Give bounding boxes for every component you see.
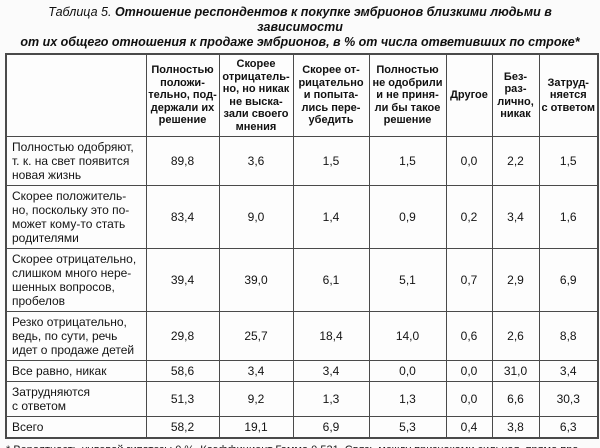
value-cell: 51,3 [145, 381, 220, 417]
column-header: Полностью положи- тельно, под- держали и… [145, 53, 220, 137]
corner-cell [5, 53, 147, 137]
value-cell: 3,4 [491, 185, 540, 249]
value-cell: 1,6 [538, 185, 599, 249]
value-cell: 0,4 [445, 416, 493, 439]
value-cell: 0,6 [445, 311, 493, 361]
row-label: Резко отрицательно, ведь, по сути, речь … [5, 311, 147, 361]
value-cell: 58,6 [145, 360, 220, 382]
value-cell: 9,2 [218, 381, 294, 417]
value-cell: 89,8 [145, 136, 220, 186]
header-row: Полностью положи- тельно, под- держали и… [5, 53, 599, 137]
value-cell: 6,3 [538, 416, 599, 439]
row-label: Всего [5, 416, 147, 439]
value-cell: 18,4 [292, 311, 370, 361]
value-cell: 1,3 [292, 381, 370, 417]
value-cell: 0,9 [368, 185, 447, 249]
value-cell: 6,1 [292, 248, 370, 312]
value-cell: 6,9 [292, 416, 370, 439]
table-row: Скорее положитель- но, поскольку это по-… [5, 185, 599, 249]
value-cell: 3,4 [292, 360, 370, 382]
value-cell: 9,0 [218, 185, 294, 249]
value-cell: 19,1 [218, 416, 294, 439]
value-cell: 2,6 [491, 311, 540, 361]
value-cell: 0,0 [445, 136, 493, 186]
value-cell: 0,0 [445, 360, 493, 382]
value-cell: 30,3 [538, 381, 599, 417]
table-row: Полностью одобряют, т. к. на свет появит… [5, 136, 599, 186]
value-cell: 1,3 [368, 381, 447, 417]
row-label: Затрудняются с ответом [5, 381, 147, 417]
value-cell: 39,0 [218, 248, 294, 312]
row-label: Скорее положитель- но, поскольку это по-… [5, 185, 147, 249]
table-row: Затрудняются с ответом 51,3 9,2 1,3 1,3 … [5, 381, 599, 417]
table-row: Все равно, никак 58,6 3,4 3,4 0,0 0,0 31… [5, 360, 599, 382]
value-cell: 1,5 [292, 136, 370, 186]
value-cell: 3,4 [538, 360, 599, 382]
column-header: Полностью не одобрили и не приня- ли бы … [368, 53, 447, 137]
value-cell: 1,4 [292, 185, 370, 249]
column-header: Затруд- няется с ответом [538, 53, 599, 137]
value-cell: 5,1 [368, 248, 447, 312]
value-cell: 1,5 [538, 136, 599, 186]
value-cell: 6,6 [491, 381, 540, 417]
table-number-label: Таблица 5. [48, 5, 112, 19]
value-cell: 6,9 [538, 248, 599, 312]
row-label: Полностью одобряют, т. к. на свет появит… [5, 136, 147, 186]
value-cell: 25,7 [218, 311, 294, 361]
value-cell: 39,4 [145, 248, 220, 312]
table-title-text: Отношение респондентов к покупке эмбрион… [20, 5, 580, 49]
value-cell: 0,2 [445, 185, 493, 249]
value-cell: 8,8 [538, 311, 599, 361]
value-cell: 3,4 [218, 360, 294, 382]
column-header: Другое [445, 53, 493, 137]
value-cell: 83,4 [145, 185, 220, 249]
column-header: Скорее от- рицательно и попыта- лись пер… [292, 53, 370, 137]
value-cell: 0,7 [445, 248, 493, 312]
table-row: Скорее отрицательно, слишком много нере-… [5, 248, 599, 312]
value-cell: 0,0 [368, 360, 447, 382]
table-row: Всего 58,2 19,1 6,9 5,3 0,4 3,8 6,3 [5, 416, 599, 439]
value-cell: 1,5 [368, 136, 447, 186]
value-cell: 2,2 [491, 136, 540, 186]
value-cell: 31,0 [491, 360, 540, 382]
row-label: Скорее отрицательно, слишком много нере-… [5, 248, 147, 312]
value-cell: 29,8 [145, 311, 220, 361]
row-label: Все равно, никак [5, 360, 147, 382]
footnote: * Вероятность нулевой гипотезы 0 %. Коэф… [6, 444, 594, 448]
value-cell: 14,0 [368, 311, 447, 361]
column-header: Без- раз- лично, никак [491, 53, 540, 137]
value-cell: 3,6 [218, 136, 294, 186]
value-cell: 5,3 [368, 416, 447, 439]
table-row: Резко отрицательно, ведь, по сути, речь … [5, 311, 599, 361]
value-cell: 58,2 [145, 416, 220, 439]
value-cell: 3,8 [491, 416, 540, 439]
value-cell: 2,9 [491, 248, 540, 312]
column-header: Скорее отрицатель- но, но никак не выска… [218, 53, 294, 137]
page-title: Таблица 5. Отношение респондентов к поку… [6, 5, 594, 50]
value-cell: 0,0 [445, 381, 493, 417]
attitudes-table: Полностью положи- тельно, под- держали и… [5, 53, 599, 439]
